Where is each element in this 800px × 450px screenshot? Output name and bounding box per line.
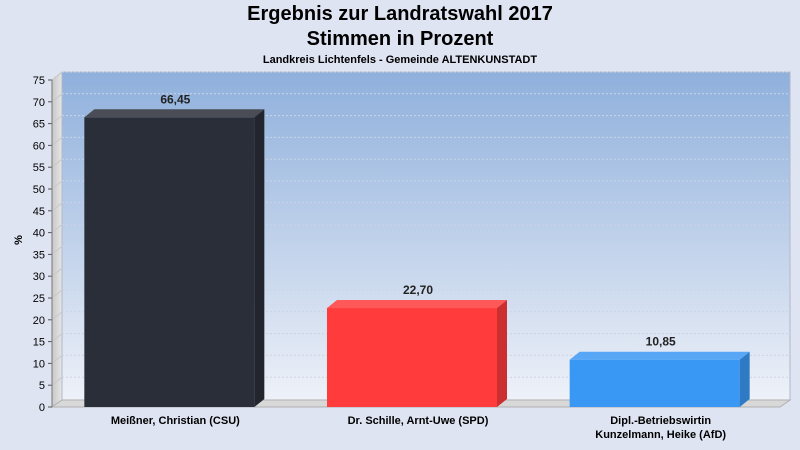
y-tick-label: 40 bbox=[33, 228, 45, 240]
y-tick-label: 10 bbox=[33, 358, 45, 370]
y-tick-label: 25 bbox=[33, 293, 45, 305]
y-tick-label: 55 bbox=[33, 162, 45, 174]
y-tick-label: 50 bbox=[33, 184, 45, 196]
y-tick-label: 75 bbox=[33, 75, 45, 87]
x-category-label: Dipl.-Betriebswirtin bbox=[610, 415, 711, 427]
y-tick-label: 65 bbox=[33, 119, 45, 131]
bar-value-label: 66,45 bbox=[160, 92, 190, 106]
gridline-side bbox=[51, 71, 63, 81]
gridline-side bbox=[51, 289, 63, 299]
gridline-side bbox=[51, 246, 63, 255]
gridline-side bbox=[51, 311, 63, 321]
y-tick-label: 35 bbox=[33, 249, 45, 261]
gridline-side bbox=[51, 93, 63, 103]
x-category-label: Meißner, Christian (CSU) bbox=[111, 415, 240, 427]
gridline-side bbox=[51, 180, 63, 190]
y-tick-label: 45 bbox=[33, 206, 45, 218]
bar-side bbox=[497, 300, 507, 407]
bar-value-label: 22,70 bbox=[403, 283, 433, 297]
bar-side bbox=[739, 351, 750, 407]
y-tick-label: 0 bbox=[39, 402, 45, 414]
gridline-side bbox=[51, 376, 63, 386]
chart-title: Ergebnis zur Landratswahl 2017 bbox=[247, 3, 553, 25]
chart-subtitle: Stimmen in Prozent bbox=[306, 28, 494, 50]
gridline-side bbox=[51, 137, 63, 146]
bar-front bbox=[569, 359, 740, 407]
y-tick-label: 20 bbox=[33, 315, 45, 327]
bar-top bbox=[327, 300, 507, 309]
y-tick-label: 30 bbox=[33, 271, 45, 283]
x-category-label: Kunzelmann, Heike (AfD) bbox=[595, 429, 726, 441]
bar-side bbox=[254, 109, 265, 407]
y-axis-label: % bbox=[13, 235, 25, 245]
gridline-side bbox=[51, 202, 63, 212]
gridline-side bbox=[51, 333, 63, 342]
bar-value-label: 10,85 bbox=[646, 335, 676, 349]
y-tick-label: 5 bbox=[39, 380, 45, 392]
gridline-side bbox=[51, 267, 63, 277]
bar-top bbox=[84, 109, 265, 118]
y-tick-label: 70 bbox=[33, 97, 45, 109]
gridline-side bbox=[51, 355, 63, 364]
bar-front bbox=[327, 308, 497, 407]
bar-front bbox=[84, 117, 255, 407]
chart-caption: Landkreis Lichtenfels - Gemeinde ALTENKU… bbox=[262, 54, 538, 66]
gridline-side bbox=[51, 115, 63, 124]
y-tick-label: 15 bbox=[33, 337, 45, 349]
x-category-label: Dr. Schille, Arnt-Uwe (SPD) bbox=[348, 415, 489, 427]
gridline-side bbox=[51, 158, 63, 168]
gridline-side bbox=[51, 224, 63, 233]
y-tick-label: 60 bbox=[33, 140, 45, 152]
bar-top bbox=[569, 351, 750, 360]
